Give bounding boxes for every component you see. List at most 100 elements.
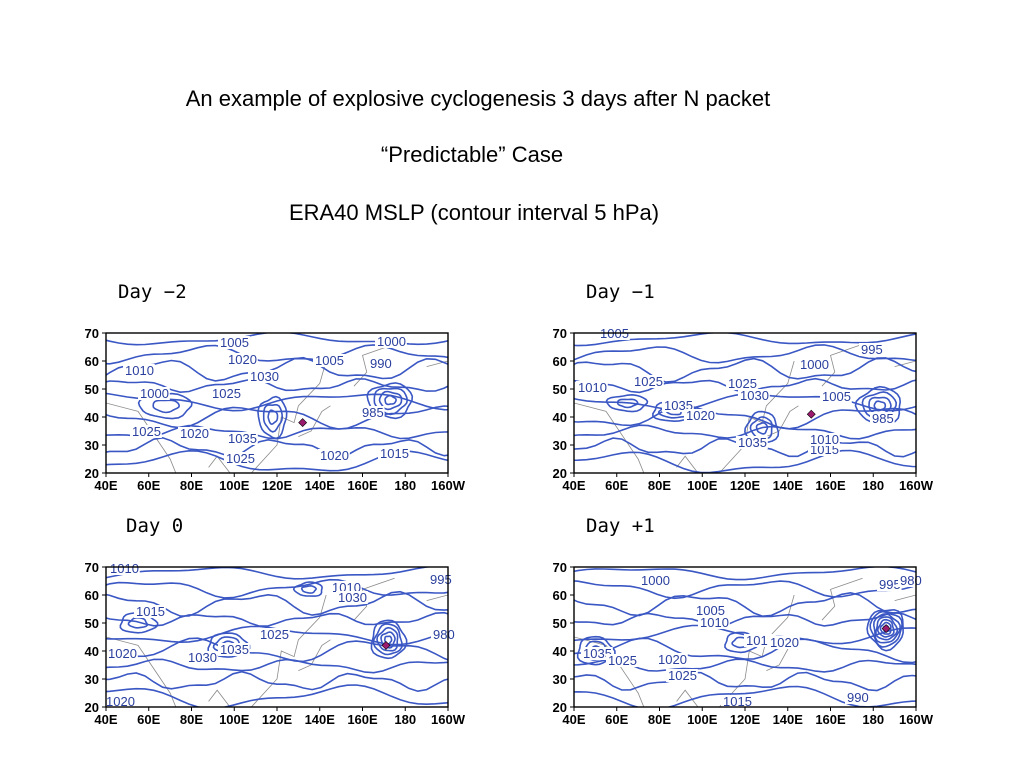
x-tick-label: 160E — [347, 478, 378, 493]
contour-label: 1005 — [315, 353, 344, 368]
contour-label-bg — [313, 354, 345, 367]
contour-label: 1015 — [746, 633, 775, 648]
x-tick-label: 120E — [730, 712, 761, 727]
cyclone-center-marker — [806, 409, 816, 419]
contour-label-bg — [808, 443, 840, 456]
isobar-contour — [574, 449, 916, 473]
contour-label: 1015 — [723, 694, 752, 709]
coastline — [426, 360, 448, 367]
x-tick-label: 140E — [305, 712, 336, 727]
contour-label-bg — [576, 381, 608, 394]
isobar-contour — [616, 398, 639, 409]
y-tick-label: 40 — [553, 644, 567, 659]
contour-label-bg — [870, 412, 895, 425]
contour-label-bg — [666, 669, 698, 682]
x-tick-label: 60E — [605, 478, 628, 493]
coastline — [574, 636, 645, 707]
x-tick-label: 80E — [180, 712, 203, 727]
coastline — [821, 343, 863, 387]
isobar-contour — [292, 581, 323, 597]
contour-label-bg — [226, 432, 258, 445]
y-tick-label: 70 — [553, 326, 567, 341]
contour-label-bg — [698, 616, 730, 629]
map-svg: 1005 1010 1000 1020 1030 1025 1005 1000 990 985 10… — [85, 326, 466, 493]
isobar-contour — [106, 378, 448, 394]
isobar-contour — [879, 621, 892, 635]
contour-label: 1005 — [822, 389, 851, 404]
isobar-contour — [869, 610, 903, 648]
isobar-contour — [300, 584, 317, 594]
contour-label-bg — [684, 409, 716, 422]
y-tick-label: 20 — [553, 700, 567, 715]
x-tick-label: 80E — [648, 712, 671, 727]
x-tick-label: 40E — [94, 478, 117, 493]
x-tick-label: 60E — [137, 478, 160, 493]
contour-label: 1025 — [608, 653, 637, 668]
contour-label: 995 — [879, 577, 901, 592]
y-tick-label: 30 — [553, 438, 567, 453]
contour-label-bg — [820, 390, 852, 403]
coastline — [766, 405, 799, 437]
contour-label: 1020 — [228, 352, 257, 367]
isobar-contour — [106, 344, 448, 365]
contour-label: 1035 — [738, 435, 767, 450]
isobar-contour — [872, 613, 902, 644]
panel-label: Day −1 — [586, 281, 655, 303]
contour-label-bg — [336, 591, 368, 604]
x-tick-label: 100E — [687, 712, 718, 727]
contour-label: 985 — [872, 411, 894, 426]
x-tick-label: 140E — [773, 712, 804, 727]
contour-label: 1025 — [634, 374, 663, 389]
contour-label: 1025 — [260, 627, 289, 642]
panel-label: Day +1 — [586, 515, 655, 537]
isobar-contour — [574, 611, 916, 628]
contour-label: 1025 — [132, 424, 161, 439]
contour-label-bg — [210, 387, 242, 400]
contour-label: 1035 — [220, 642, 249, 657]
contour-label-bg — [218, 336, 250, 349]
slide-subtitle: “Predictable” Case — [380, 142, 564, 167]
isobar-contour — [876, 618, 895, 638]
contour-label-bg — [639, 574, 671, 587]
isobar-contour — [106, 578, 448, 599]
isobar-contour — [106, 684, 448, 707]
x-tick-label: 60E — [137, 712, 160, 727]
contour-label-bg — [656, 653, 688, 666]
isobar-contour — [574, 344, 916, 364]
map-panel-day-plus-1: Day +1 1000 1005 1010 1015 1020 1035 1025 1020 1… — [538, 514, 988, 744]
cyclone-center-marker — [881, 624, 891, 634]
isobar-contour — [574, 580, 916, 600]
contour-label: 980 — [433, 627, 455, 642]
coastline — [894, 594, 916, 601]
map-panel-day-0: Day 0 1010 1015 1020 1025 1030 1035 1010 1030 99… — [70, 514, 520, 744]
contour-label-bg — [368, 357, 393, 370]
contour-label-bg — [721, 695, 753, 708]
contour-label-bg — [178, 427, 210, 440]
contour-label-bg — [104, 695, 136, 708]
isobar-contour — [267, 409, 279, 426]
x-tick-label: 160E — [815, 478, 846, 493]
contour-label-bg — [226, 353, 258, 366]
contour-label-bg — [186, 651, 218, 664]
isobar-contour — [370, 619, 408, 660]
x-tick-label: 40E — [562, 478, 585, 493]
x-tick-label: 80E — [180, 478, 203, 493]
y-tick-label: 20 — [85, 466, 99, 481]
contour-label: 1005 — [696, 603, 725, 618]
x-tick-label: 40E — [562, 712, 585, 727]
isobar-contour — [372, 623, 403, 656]
contour-label: 1020 — [770, 635, 799, 650]
contour-label-bg — [606, 654, 638, 667]
isobar-contour — [574, 671, 916, 692]
isobar-contour — [574, 591, 916, 618]
x-tick-label: 120E — [262, 478, 293, 493]
y-tick-label: 50 — [85, 616, 99, 631]
coastline — [676, 689, 699, 707]
x-tick-label: 160W — [431, 712, 466, 727]
isobar-contour — [106, 436, 448, 459]
contour-label-bg — [360, 406, 385, 419]
contour-label: 1030 — [188, 650, 217, 665]
isobar-contour — [106, 637, 448, 663]
contour-label: 1030 — [338, 590, 367, 605]
y-tick-label: 40 — [553, 410, 567, 425]
